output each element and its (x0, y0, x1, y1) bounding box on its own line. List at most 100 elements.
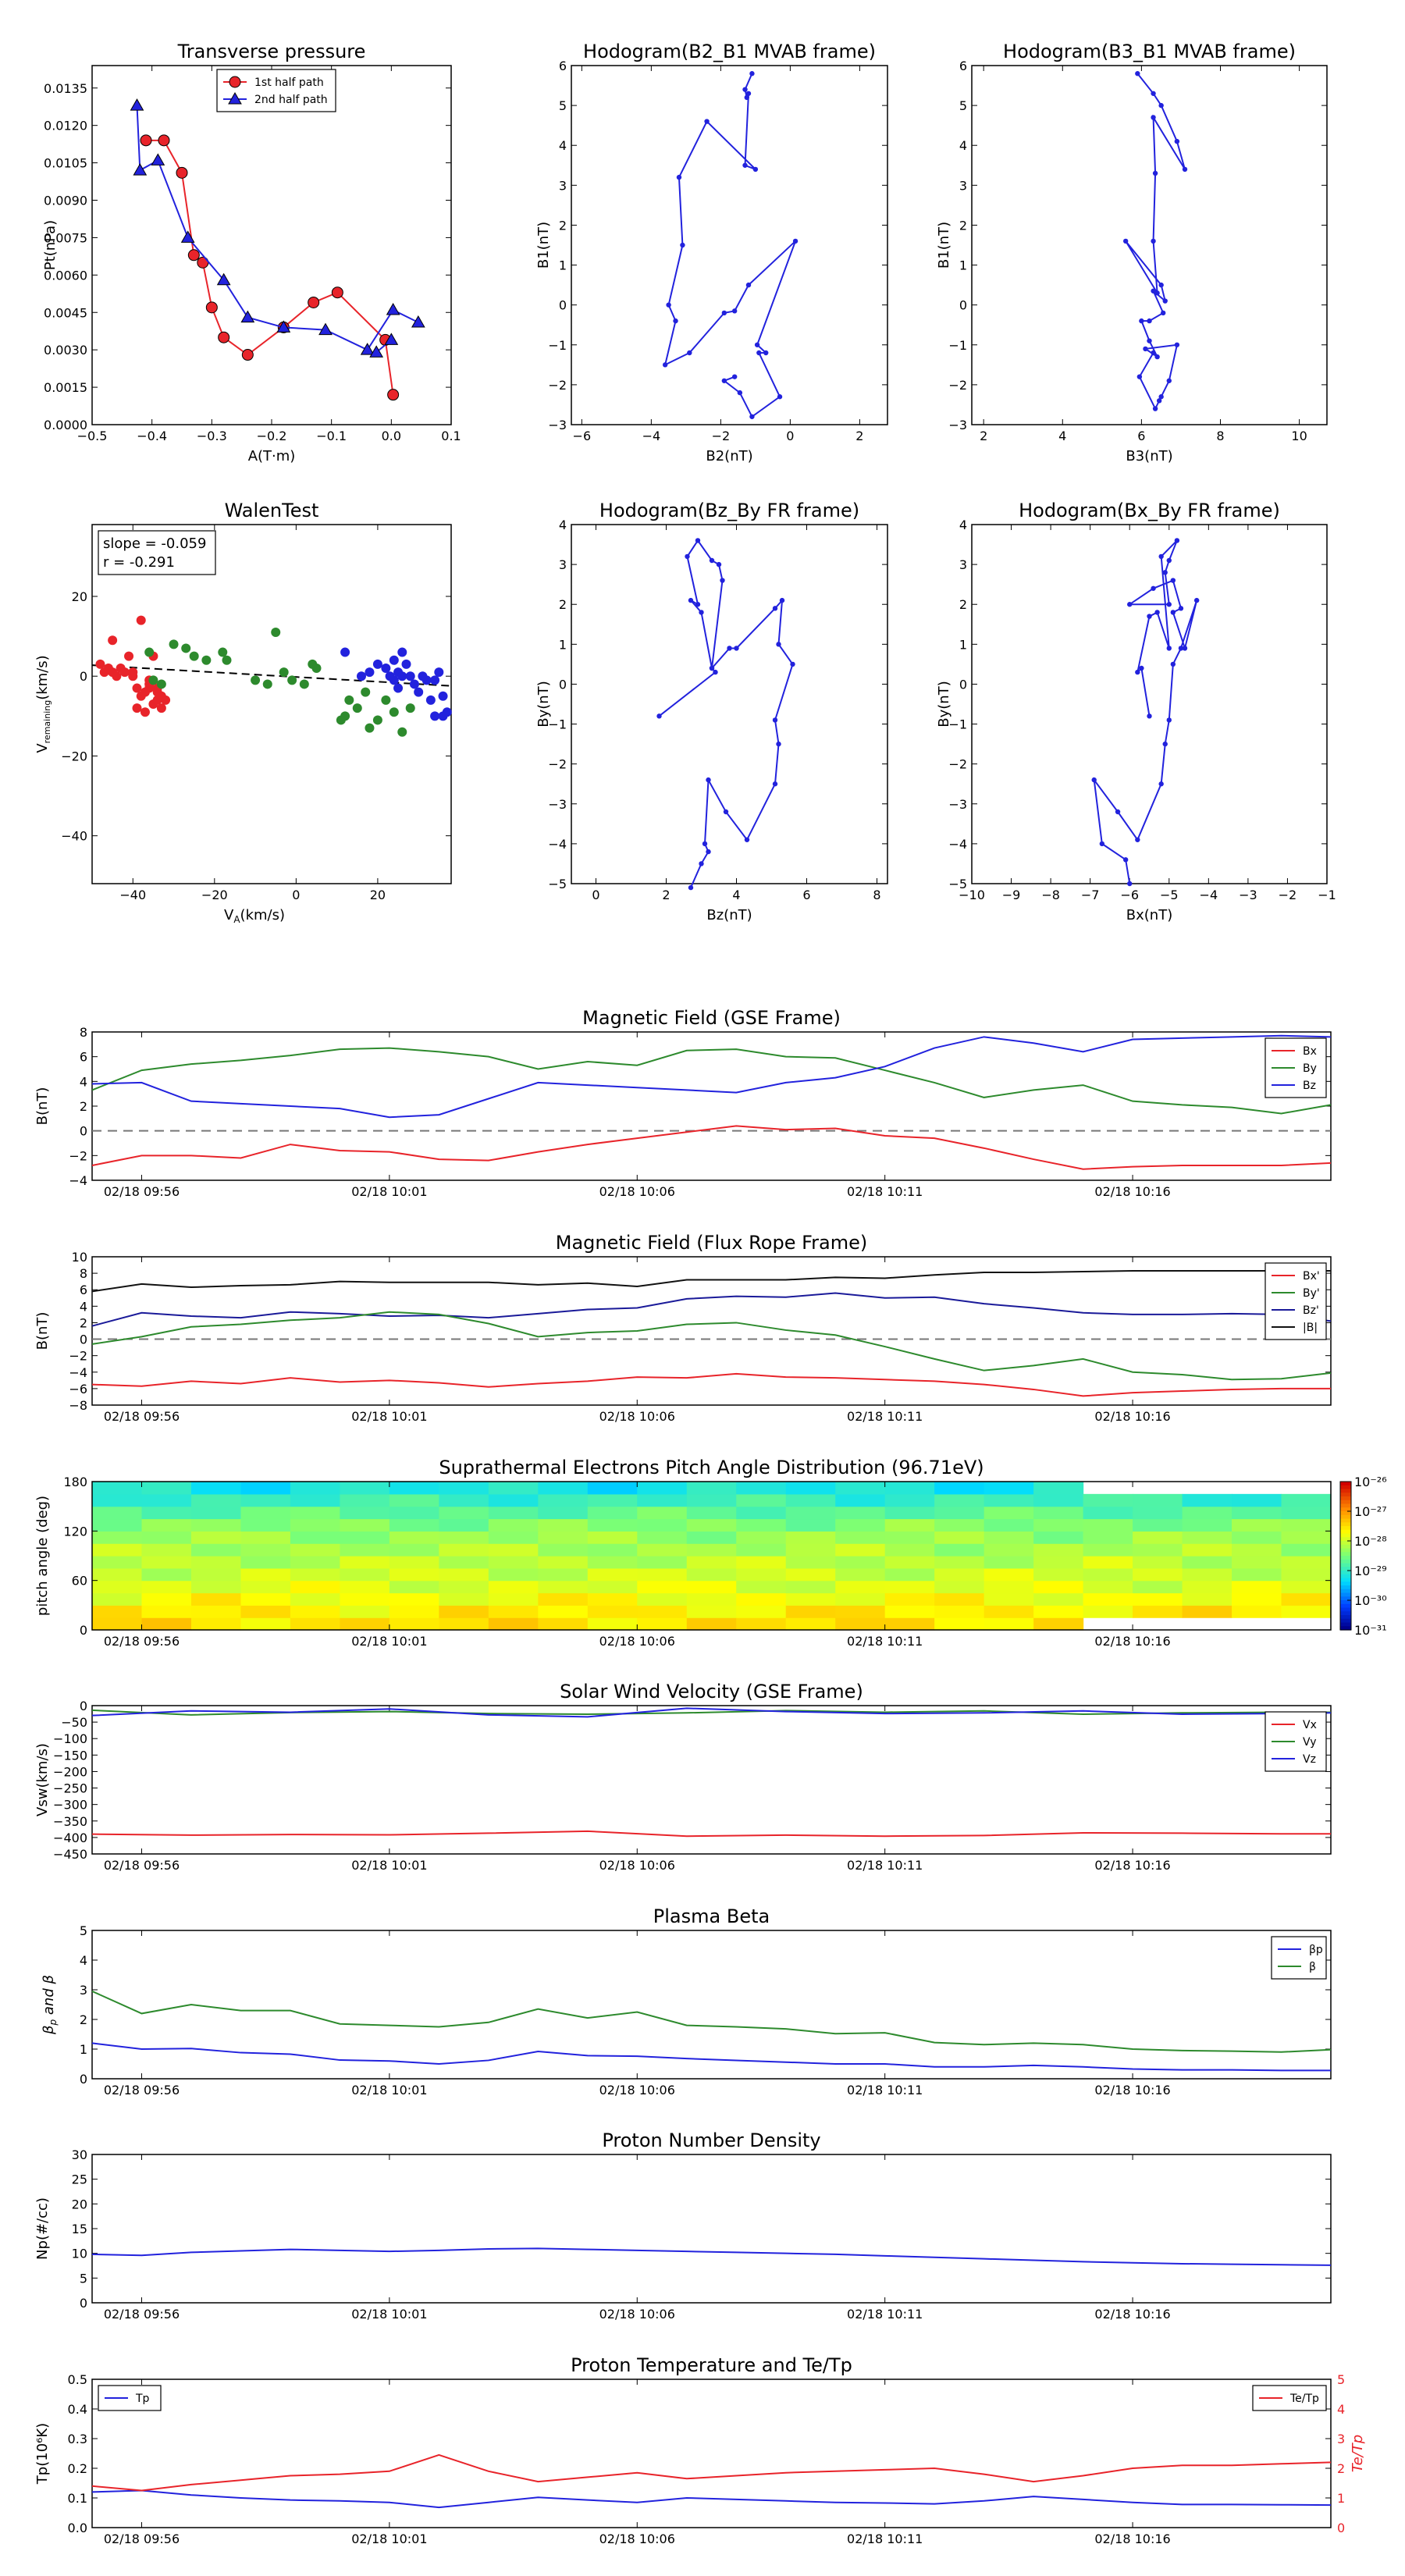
data-point (130, 98, 144, 111)
data-point (734, 646, 739, 651)
data-point (144, 647, 155, 657)
x-tick-label: 02/18 09:56 (104, 2083, 180, 2097)
x-tick-label: 02/18 10:11 (847, 2083, 923, 2097)
heatmap-cell (290, 1567, 340, 1582)
series-line (91, 1707, 1332, 1718)
heatmap-cell (190, 1518, 242, 1532)
data-point (1147, 614, 1152, 619)
data-point (360, 343, 375, 355)
data-point (1151, 288, 1156, 294)
y-tick-label: −4 (69, 1365, 87, 1380)
colorbar-segment (1340, 1622, 1351, 1627)
data-point (140, 707, 150, 717)
heatmap-cell (1182, 1518, 1232, 1532)
data-point (772, 717, 778, 723)
data-point (1193, 597, 1200, 603)
series-path (1122, 71, 1188, 411)
plot-frame (91, 1481, 1332, 1631)
heatmap-cell (835, 1506, 886, 1520)
y-tick-label: −2 (548, 378, 567, 393)
heatmap-cell (190, 1556, 242, 1569)
plot-frame (91, 1256, 1332, 1406)
data-point (1143, 346, 1148, 352)
x-tick-label: 02/18 09:56 (104, 1858, 180, 1873)
data-point (706, 777, 711, 783)
heatmap-cell (884, 1493, 935, 1507)
heatmap-cell (92, 1567, 143, 1582)
data-point (1158, 282, 1164, 288)
series-blue (340, 647, 452, 721)
data-point (1151, 91, 1156, 96)
y-tick-label: 10 (72, 1250, 87, 1265)
plot-frame (91, 1705, 1332, 1855)
heatmap-cell (637, 1605, 688, 1618)
data-point (1147, 318, 1152, 324)
chart-pitch-angle-distribution: Suprathermal Electrons Pitch Angle Distr… (34, 1457, 1387, 1649)
x-tick-label: 02/18 09:56 (104, 2307, 180, 2322)
data-point (187, 249, 200, 262)
heatmap-cell (637, 1543, 688, 1557)
y-tick-label: 6 (80, 1050, 87, 1065)
heatmap-cell (1083, 1531, 1133, 1544)
heatmap-cell (92, 1605, 143, 1618)
legend-label: 2nd half path (254, 94, 328, 106)
heatmap-cell (884, 1518, 935, 1532)
y-tick-label: 3 (959, 178, 967, 193)
heatmap-cell (637, 1482, 688, 1495)
y-tick-label: 0 (80, 2072, 87, 2087)
heatmap-cell (785, 1617, 836, 1631)
plot-frame (571, 65, 888, 425)
chart-hodogram-b2-b1-mvab-frame-: Hodogram(B2_B1 MVAB frame) −6 −4 −2 0 2 −3 −2 −1… (535, 41, 888, 464)
data-point (262, 679, 272, 689)
heatmap-cell (340, 1605, 390, 1618)
data-point (1174, 538, 1180, 543)
heatmap-cell (835, 1493, 886, 1507)
heatmap-cell (290, 1493, 340, 1507)
heatmap-cell (1232, 1592, 1282, 1606)
data-point (181, 643, 191, 653)
y-tick-label: −200 (53, 1764, 87, 1779)
data-point (1154, 290, 1160, 296)
heatmap-cell (984, 1482, 1034, 1495)
y-tick-label: 0.0120 (44, 119, 87, 133)
x-tick-label: −4 (642, 429, 661, 443)
legend-label: By' (1303, 1287, 1320, 1300)
data-point (331, 286, 343, 299)
colorbar-tick-label: 10⁻²⁷ (1354, 1504, 1387, 1519)
data-point (299, 679, 309, 689)
y-tick-label: −5 (548, 877, 567, 891)
colorbar-segment (1340, 1596, 1351, 1601)
x-tick-label: 02/18 10:16 (1094, 2307, 1170, 2322)
heatmap-cell (190, 1493, 242, 1507)
colorbar-segment (1340, 1582, 1351, 1586)
y-tick-label: 0.0 (68, 2521, 87, 2535)
y-tick-label: 0.0105 (44, 156, 87, 171)
data-point (776, 741, 781, 747)
x-tick-label: 02/18 10:16 (1094, 1409, 1170, 1424)
heatmap-cell (686, 1605, 737, 1618)
x-axis-label: B3(nT) (1126, 448, 1172, 464)
x-tick-label: −7 (1081, 888, 1100, 902)
chart-hodogram-bz-by-fr-frame-: Hodogram(Bz_By FR frame) 0 2 4 6 8 −5 −4 −3 −2 −1 0… (535, 500, 888, 923)
data-point (365, 723, 375, 733)
heatmap-cell (439, 1592, 489, 1606)
data-point (716, 561, 722, 568)
data-point (156, 703, 166, 713)
series-line (91, 2489, 1332, 2509)
y-tick-label: 0 (80, 1699, 87, 1713)
colorbar-segment (1340, 1603, 1351, 1609)
data-point (1160, 310, 1166, 316)
data-point (695, 538, 701, 543)
heatmap-cell (1033, 1482, 1084, 1495)
heatmap-cell (736, 1493, 787, 1507)
data-point (731, 374, 738, 379)
data-point (180, 230, 195, 243)
data-point (169, 639, 179, 649)
series--p (91, 2042, 1331, 2072)
heatmap-cell (884, 1605, 935, 1618)
heatmap-cell (439, 1506, 489, 1520)
colorbar-segment (1340, 1615, 1351, 1620)
x-tick-label: 02/18 10:11 (847, 1858, 923, 1873)
data-point (1174, 138, 1180, 144)
heatmap-cell (340, 1531, 390, 1544)
